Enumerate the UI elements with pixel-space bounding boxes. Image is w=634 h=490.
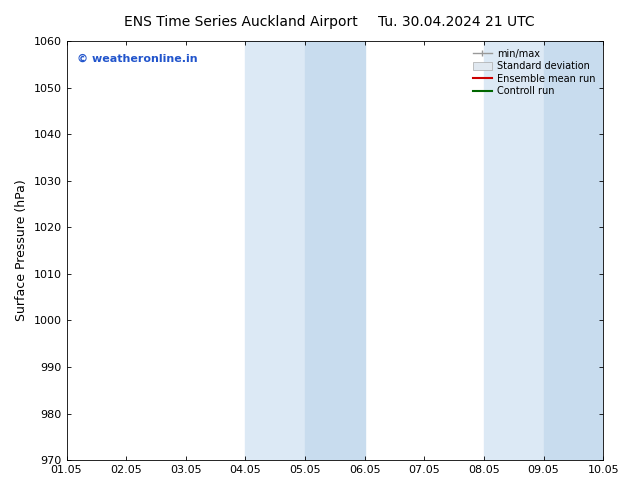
Text: ENS Time Series Auckland Airport: ENS Time Series Auckland Airport bbox=[124, 15, 358, 29]
Text: Tu. 30.04.2024 21 UTC: Tu. 30.04.2024 21 UTC bbox=[378, 15, 535, 29]
Bar bbox=[484, 41, 543, 460]
Bar bbox=[305, 41, 365, 460]
Legend: min/max, Standard deviation, Ensemble mean run, Controll run: min/max, Standard deviation, Ensemble me… bbox=[470, 46, 598, 99]
Bar bbox=[543, 41, 603, 460]
Y-axis label: Surface Pressure (hPa): Surface Pressure (hPa) bbox=[15, 180, 28, 321]
Bar bbox=[245, 41, 305, 460]
Text: © weatheronline.in: © weatheronline.in bbox=[77, 53, 198, 64]
